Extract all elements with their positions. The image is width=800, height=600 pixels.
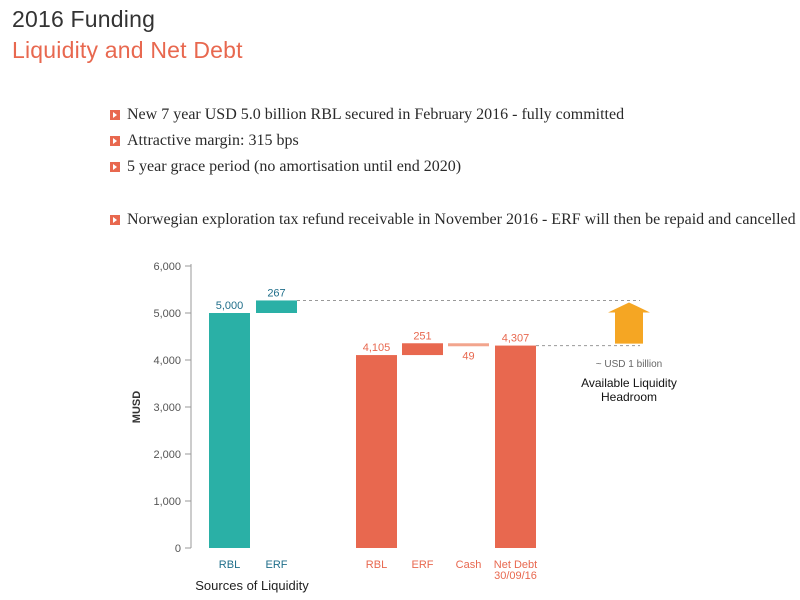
bar xyxy=(448,343,489,347)
y-tick-label: 0 xyxy=(175,543,181,555)
bar xyxy=(495,345,536,548)
category-label: Cash xyxy=(456,559,482,571)
bullet-text: Attractive margin: 315 bps xyxy=(127,132,299,149)
category-label: 30/09/16 xyxy=(494,570,537,582)
bar xyxy=(209,313,250,548)
bullet-item: New 7 year USD 5.0 billion RBL secured i… xyxy=(110,106,624,124)
category-label: ERF xyxy=(412,559,434,571)
bullet-item: Norwegian exploration tax refund receiva… xyxy=(110,211,796,229)
bullet-text: New 7 year USD 5.0 billion RBL secured i… xyxy=(127,106,625,123)
bar-value-label: 4,105 xyxy=(363,342,391,354)
y-tick-label: 5,000 xyxy=(153,308,181,320)
annotation-text: Headroom xyxy=(601,390,657,404)
bar-value-label: 267 xyxy=(267,287,285,299)
bullet-arrow-icon xyxy=(110,162,120,172)
bullet-item: Attractive margin: 315 bps xyxy=(110,132,299,150)
bullet-arrow-icon xyxy=(110,215,120,225)
bar xyxy=(402,343,443,356)
page-subtitle: Liquidity and Net Debt xyxy=(12,37,243,63)
bar-value-label: 49 xyxy=(462,350,474,362)
category-label: RBL xyxy=(366,559,387,571)
bar-value-label: 5,000 xyxy=(216,300,244,312)
annotation-value-label: ~ USD 1 billion xyxy=(596,359,662,370)
bar xyxy=(356,355,397,548)
y-axis-label: MUSD xyxy=(131,391,143,423)
y-tick-label: 2,000 xyxy=(153,449,181,461)
y-tick-label: 4,000 xyxy=(153,355,181,367)
bullet-item: 5 year grace period (no amortisation unt… xyxy=(110,158,461,176)
group-label: Sources of Liquidity xyxy=(195,578,309,593)
category-label: RBL xyxy=(219,559,240,571)
page-title: 2016 Funding xyxy=(12,6,156,32)
bullet-text: 5 year grace period (no amortisation unt… xyxy=(127,158,462,175)
bullet-text: Norwegian exploration tax refund receiva… xyxy=(127,211,796,228)
y-tick-label: 1,000 xyxy=(153,496,181,508)
bar xyxy=(256,300,297,313)
y-tick-label: 6,000 xyxy=(153,261,181,273)
bar-value-label: 251 xyxy=(413,330,431,342)
bullet-arrow-icon xyxy=(110,110,120,120)
y-tick-label: 3,000 xyxy=(153,402,181,414)
annotation-text: Available Liquidity xyxy=(581,376,677,390)
bar-value-label: 4,307 xyxy=(502,333,530,345)
category-label: Net Debt xyxy=(494,559,537,571)
headroom-arrow-icon xyxy=(608,302,650,344)
category-label: ERF xyxy=(266,559,288,571)
bullet-arrow-icon xyxy=(110,136,120,146)
